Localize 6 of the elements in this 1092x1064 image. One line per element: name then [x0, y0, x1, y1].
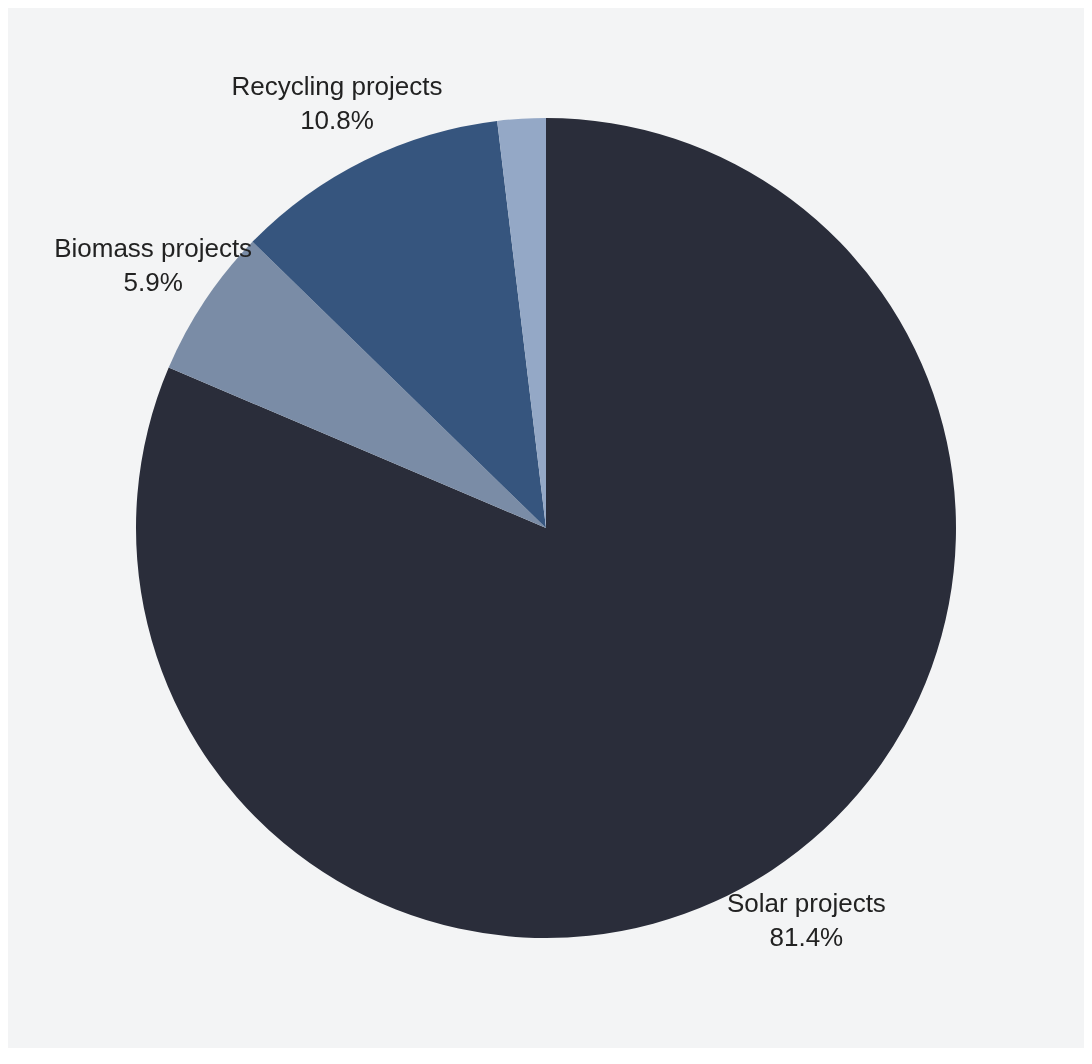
data-label: 81.4%: [769, 921, 844, 952]
slice-label: Recycling projects: [231, 70, 443, 101]
data-label: 10.8%: [300, 104, 374, 135]
slice-label: Solar projects: [726, 887, 886, 918]
data-label: 5.9%: [123, 266, 183, 297]
slice-label: Biomass projects: [54, 232, 253, 263]
